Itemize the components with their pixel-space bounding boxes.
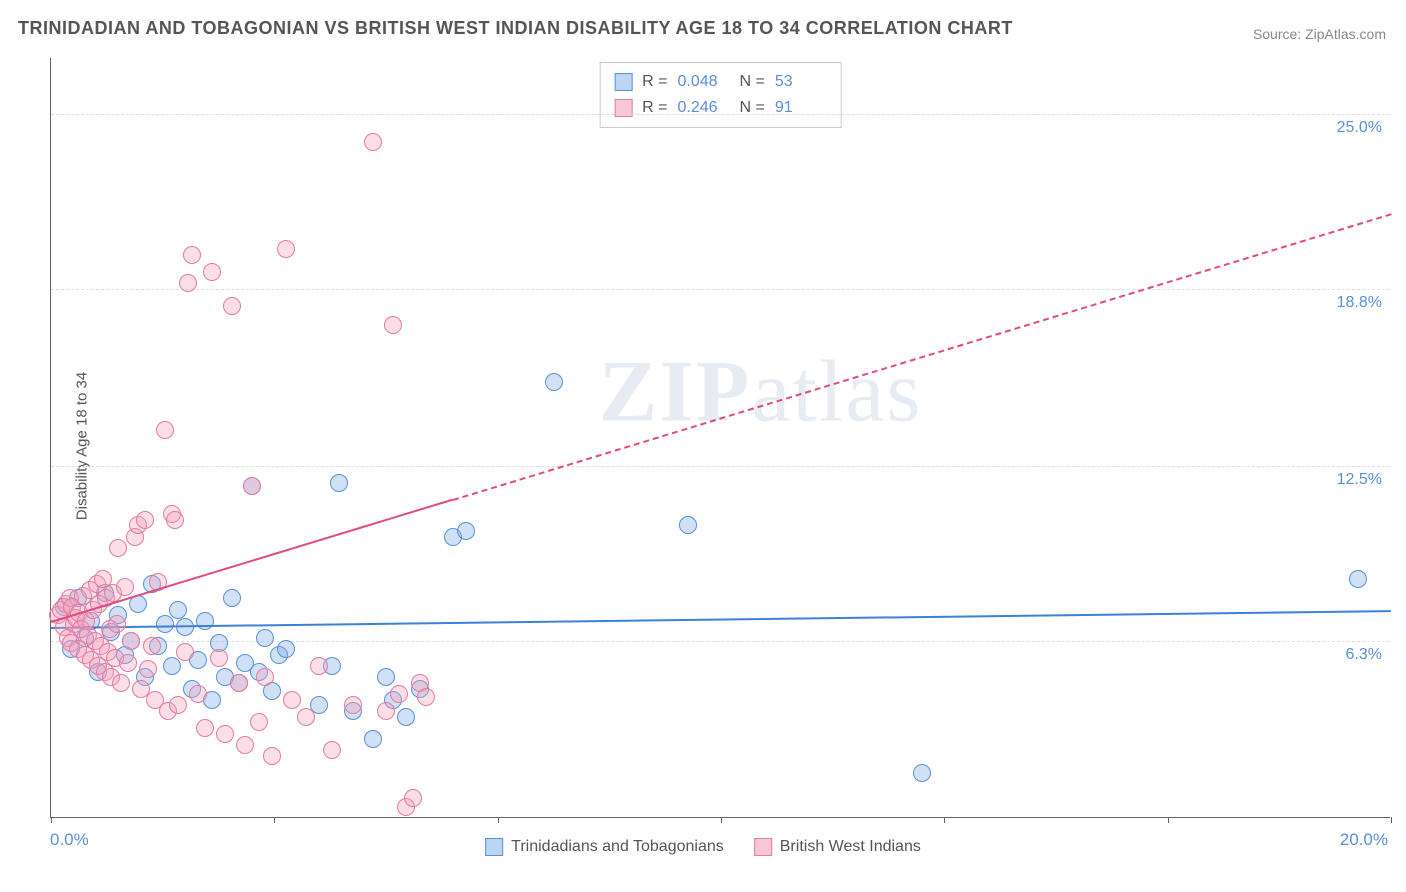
data-point [116,578,134,596]
data-point [377,702,395,720]
r-value: 0.048 [678,69,730,95]
data-point [679,516,697,534]
stats-legend: R = 0.048 N = 53 R = 0.246 N = 91 [599,62,842,128]
data-point [163,657,181,675]
gridline [51,289,1390,290]
data-point [109,539,127,557]
data-point [283,691,301,709]
data-point [913,764,931,782]
data-point [143,637,161,655]
data-point [230,674,248,692]
legend-label: British West Indians [780,838,921,856]
data-point [323,741,341,759]
data-point [277,240,295,258]
x-tick [1391,817,1392,823]
data-point [377,668,395,686]
y-tick-label: 6.3% [1346,646,1382,664]
source-label: Source: ZipAtlas.com [1253,26,1386,42]
gridline [51,641,1390,642]
data-point [189,685,207,703]
x-tick [51,817,52,823]
gridline [51,466,1390,467]
data-point [169,696,187,714]
data-point [545,373,563,391]
data-point [390,685,408,703]
y-tick-label: 18.8% [1337,294,1382,312]
data-point [250,713,268,731]
x-tick [944,817,945,823]
data-point [136,511,154,529]
data-point [196,612,214,630]
data-point [166,511,184,529]
legend-swatch [614,73,632,91]
data-point [203,263,221,281]
legend-swatch [754,838,772,856]
data-point [256,629,274,647]
legend-label: Trinidadians and Tobagonians [511,838,724,856]
data-point [243,477,261,495]
n-label: N = [740,95,765,121]
data-point [384,316,402,334]
data-point [223,297,241,315]
data-point [196,719,214,737]
data-point [176,643,194,661]
data-point [344,696,362,714]
trend-line [51,499,454,623]
trend-line [51,610,1391,629]
data-point [404,789,422,807]
r-label: R = [642,69,667,95]
legend-item: Trinidadians and Tobagonians [485,838,724,856]
data-point [216,725,234,743]
data-point [457,522,475,540]
n-value: 91 [775,95,827,121]
chart-title: TRINIDADIAN AND TOBAGONIAN VS BRITISH WE… [18,18,1013,39]
n-value: 53 [775,69,827,95]
x-tick [1168,817,1169,823]
trend-line [453,213,1392,501]
data-point [364,133,382,151]
data-point [223,589,241,607]
data-point [156,421,174,439]
data-point [122,632,140,650]
x-tick [721,817,722,823]
x-axis-min-label: 0.0% [50,830,89,850]
data-point [263,747,281,765]
watermark: ZIPatlas [599,341,923,442]
stats-row: R = 0.246 N = 91 [614,95,827,121]
data-point [364,730,382,748]
x-axis-max-label: 20.0% [1340,830,1388,850]
data-point [210,649,228,667]
r-value: 0.246 [678,95,730,121]
plot-area: ZIPatlas R = 0.048 N = 53 R = 0.246 N = 91 6.3%… [50,58,1390,818]
data-point [236,736,254,754]
data-point [169,601,187,619]
r-label: R = [642,95,667,121]
y-tick-label: 25.0% [1337,119,1382,137]
n-label: N = [740,69,765,95]
y-tick-label: 12.5% [1337,471,1382,489]
data-point [183,246,201,264]
data-point [108,615,126,633]
data-point [139,660,157,678]
data-point [330,474,348,492]
series-legend: Trinidadians and Tobagonians British West… [485,838,921,856]
x-tick [274,817,275,823]
data-point [112,674,130,692]
data-point [277,640,295,658]
x-tick [498,817,499,823]
data-point [1349,570,1367,588]
data-point [119,654,137,672]
data-point [297,708,315,726]
legend-swatch [485,838,503,856]
data-point [310,657,328,675]
stats-row: R = 0.048 N = 53 [614,69,827,95]
gridline [51,114,1390,115]
data-point [397,708,415,726]
data-point [417,688,435,706]
data-point [256,668,274,686]
data-point [179,274,197,292]
data-point [156,615,174,633]
legend-item: British West Indians [754,838,921,856]
